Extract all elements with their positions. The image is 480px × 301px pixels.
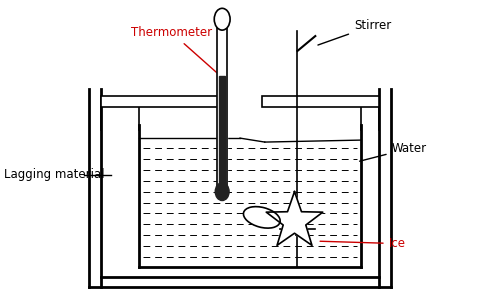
Bar <box>261 95 378 107</box>
Text: Ice: Ice <box>319 237 405 250</box>
Polygon shape <box>265 192 322 245</box>
Ellipse shape <box>243 207 279 228</box>
Text: Stirrer: Stirrer <box>317 19 390 45</box>
Text: Thermometer: Thermometer <box>131 26 217 74</box>
Text: Lagging material: Lagging material <box>4 168 105 181</box>
Ellipse shape <box>215 183 228 200</box>
Text: Water: Water <box>359 142 426 161</box>
Bar <box>217 19 227 188</box>
Bar <box>101 95 218 107</box>
Bar <box>219 76 225 188</box>
Ellipse shape <box>214 8 229 30</box>
